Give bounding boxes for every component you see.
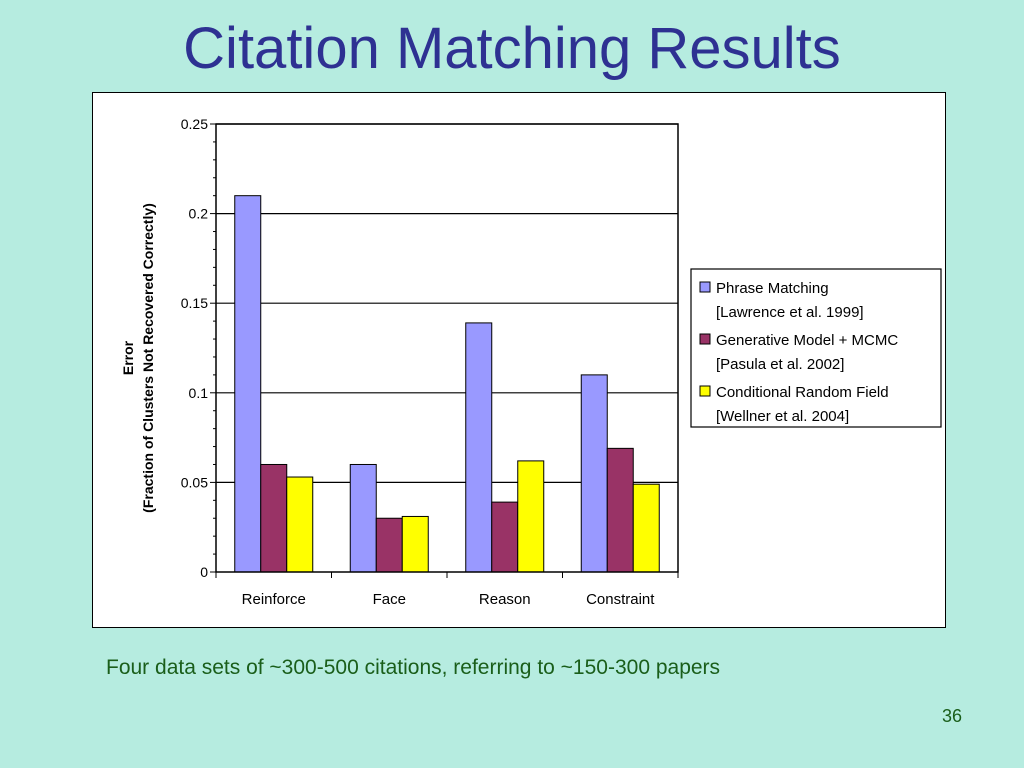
- axes: 0 0.05 0.1 0.15 0.2 0.25 Reinforce Face Reason Co…: [181, 116, 679, 608]
- bar: [234, 195, 262, 573]
- legend-swatch: [699, 281, 711, 293]
- bar: [606, 447, 634, 573]
- legend-label: Generative Model + MCMC: [716, 332, 898, 349]
- y-tick-label: 0.2: [189, 206, 209, 222]
- legend: Phrase Matching [Lawrence et al. 1999] Gen…: [690, 268, 942, 428]
- y-tick-label: 0.1: [189, 385, 209, 401]
- y-tick-label: 0.25: [181, 116, 208, 132]
- bar: [286, 476, 314, 573]
- y-axis-label-line1: Error: [120, 340, 136, 375]
- legend-citation: [Pasula et al. 2002]: [716, 356, 844, 373]
- legend-citation: [Wellner et al. 2004]: [716, 408, 849, 425]
- bar: [580, 374, 608, 573]
- legend-swatch: [699, 333, 711, 345]
- x-tick-label: Reinforce: [242, 591, 306, 608]
- x-tick-label: Constraint: [586, 591, 655, 608]
- y-axis-label-line2: (Fraction of Clusters Not Recovered Corr…: [140, 203, 156, 513]
- bars: [234, 195, 660, 573]
- bar: [260, 463, 288, 573]
- x-tick-label: Reason: [479, 591, 531, 608]
- slide-title: Citation Matching Results: [183, 16, 841, 81]
- bar: [465, 322, 493, 573]
- page-number: 36: [941, 706, 962, 726]
- bar: [401, 515, 429, 573]
- y-tick-label: 0.05: [181, 474, 208, 490]
- legend-label: Phrase Matching: [716, 280, 829, 297]
- bar: [375, 517, 403, 573]
- legend-box: [690, 268, 942, 428]
- x-tick-label: Face: [373, 591, 406, 608]
- bar: [517, 460, 545, 573]
- y-tick-label: 0: [200, 564, 208, 580]
- slide-caption: Four data sets of ~300-500 citations, re…: [106, 656, 721, 679]
- legend-citation: [Lawrence et al. 1999]: [716, 304, 864, 321]
- bar-chart: 0 0.05 0.1 0.15 0.2 0.25 Reinforce Face Reason Co…: [120, 116, 942, 608]
- plot-area-border: [215, 123, 679, 573]
- legend-swatch: [699, 385, 711, 397]
- bar: [632, 483, 660, 573]
- legend-label: Conditional Random Field: [716, 384, 889, 401]
- bar: [349, 463, 377, 573]
- gridlines: [216, 123, 678, 483]
- y-tick-label: 0.15: [181, 295, 208, 311]
- bar: [491, 501, 519, 573]
- chart-frame: 0 0.05 0.1 0.15 0.2 0.25 Reinforce Face Reason Co…: [92, 92, 946, 628]
